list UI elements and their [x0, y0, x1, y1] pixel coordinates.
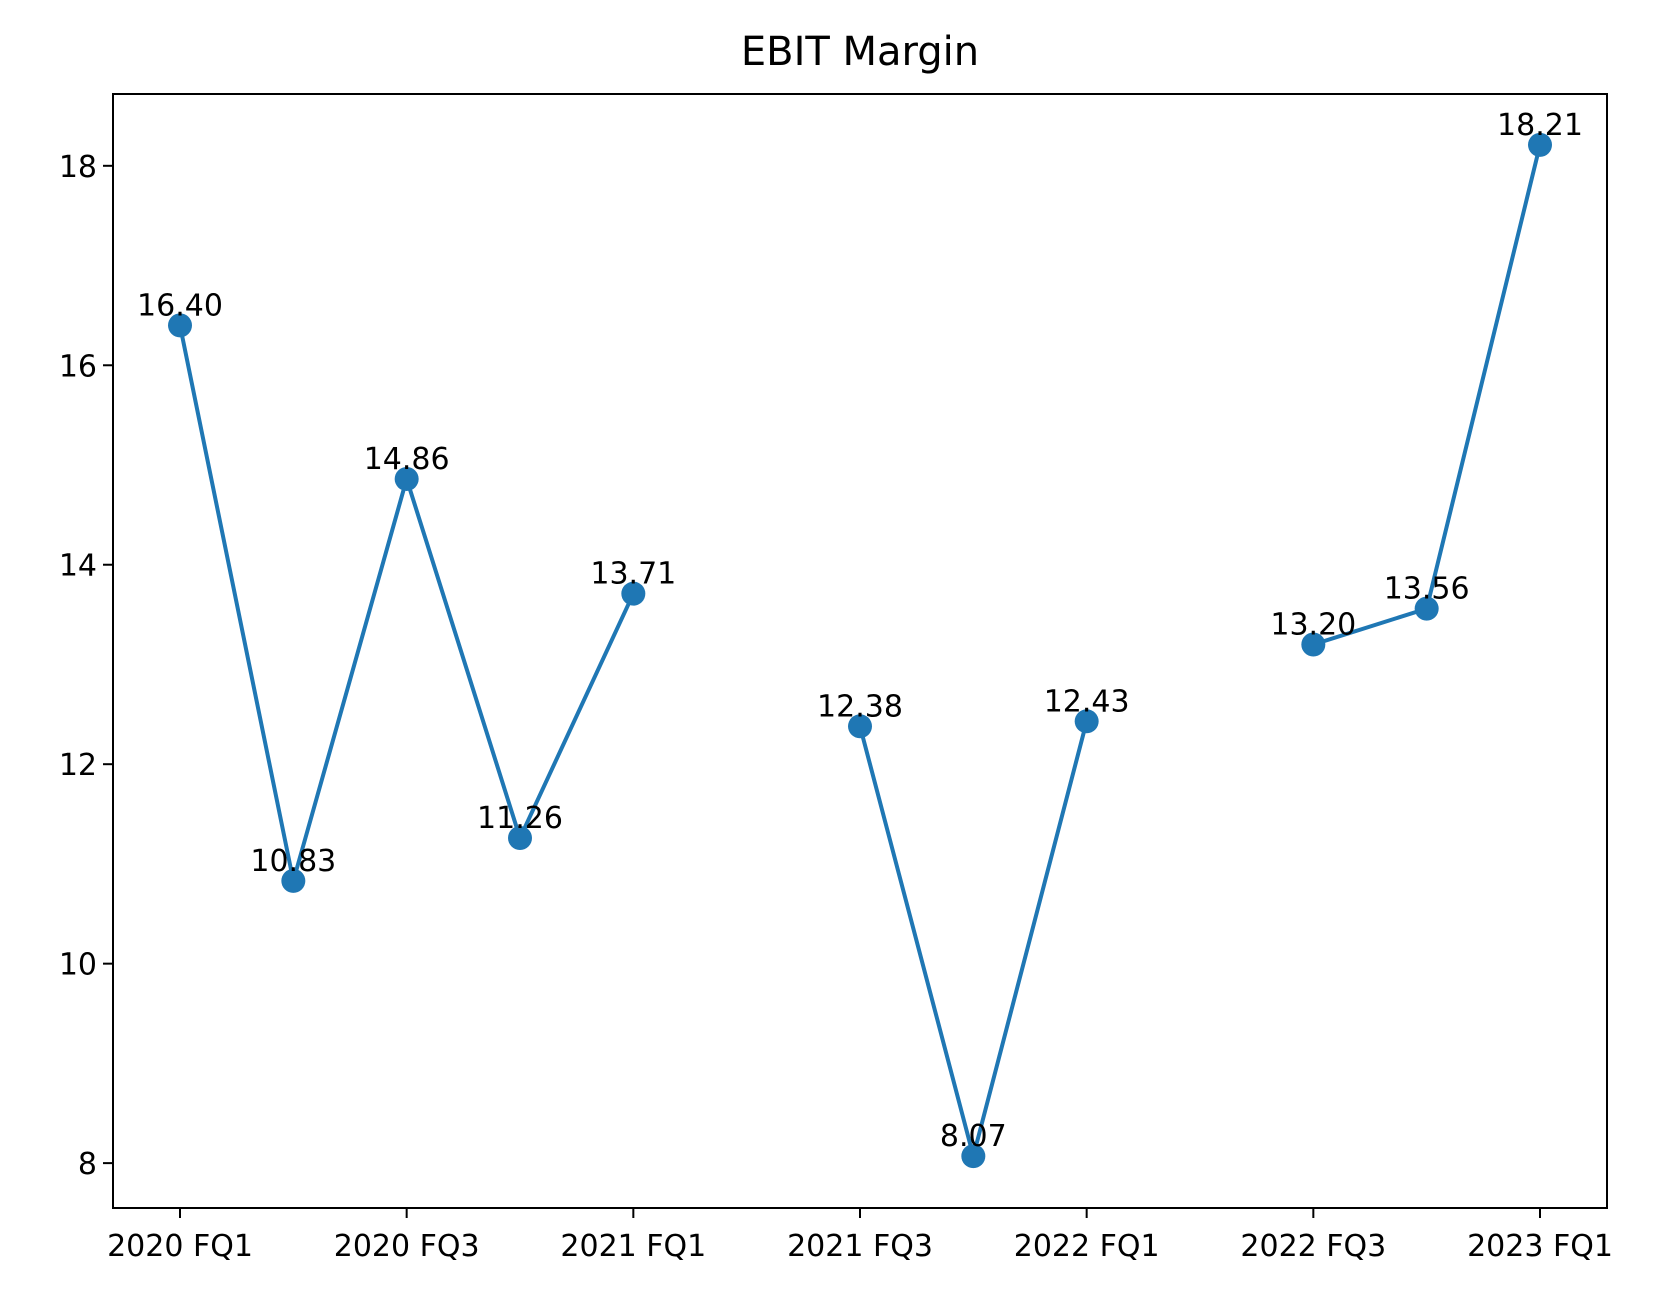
- data-label: 8.07: [940, 1119, 1007, 1154]
- x-tick-label: 2021 FQ3: [787, 1229, 933, 1264]
- data-label: 11.26: [477, 801, 563, 836]
- data-label: 14.86: [364, 442, 450, 477]
- x-tick-label: 2020 FQ1: [107, 1229, 253, 1264]
- data-label: 12.38: [817, 689, 903, 724]
- x-tick-label: 2020 FQ3: [334, 1229, 480, 1264]
- y-tick-label: 14: [59, 549, 97, 584]
- data-label: 16.40: [137, 288, 223, 323]
- y-tick-label: 16: [59, 349, 97, 384]
- x-tick-label: 2022 FQ3: [1240, 1229, 1386, 1264]
- x-tick-label: 2023 FQ1: [1467, 1229, 1613, 1264]
- x-tick-label: 2021 FQ1: [560, 1229, 706, 1264]
- series-line: [178, 324, 636, 883]
- data-label: 13.71: [590, 557, 676, 592]
- data-point-marker: [508, 825, 532, 850]
- data-point-marker: [848, 714, 872, 739]
- data-point-marker: [1528, 132, 1552, 157]
- y-tick-label: 12: [59, 748, 97, 783]
- data-point-marker: [621, 581, 646, 606]
- data-point-marker: [1301, 632, 1326, 657]
- data-point-marker: [394, 466, 419, 491]
- data-label: 10.83: [250, 844, 336, 879]
- data-point-marker: [168, 313, 192, 338]
- data-point-marker: [1074, 709, 1099, 734]
- y-tick-label: 10: [59, 948, 97, 983]
- data-label: 13.20: [1270, 608, 1356, 643]
- data-label: 13.56: [1384, 572, 1470, 607]
- data-point-marker: [281, 868, 306, 893]
- data-point-marker: [1414, 596, 1439, 621]
- series-line: [1312, 144, 1542, 647]
- data-label: 12.43: [1044, 684, 1130, 719]
- data-label: 18.21: [1497, 108, 1583, 143]
- axes-frame: [112, 93, 1608, 1209]
- x-tick-label: 2022 FQ1: [1014, 1229, 1160, 1264]
- chart-title: EBIT Margin: [741, 29, 979, 75]
- series-line: [858, 720, 1089, 1159]
- plot-area: 8 10 12 14 16 18 2020 FQ1 2020 FQ3 2021 FQ1 2021 …: [59, 108, 1613, 1264]
- data-point-marker: [961, 1144, 986, 1169]
- y-tick-label: 8: [78, 1147, 97, 1182]
- y-tick-label: 18: [59, 150, 97, 185]
